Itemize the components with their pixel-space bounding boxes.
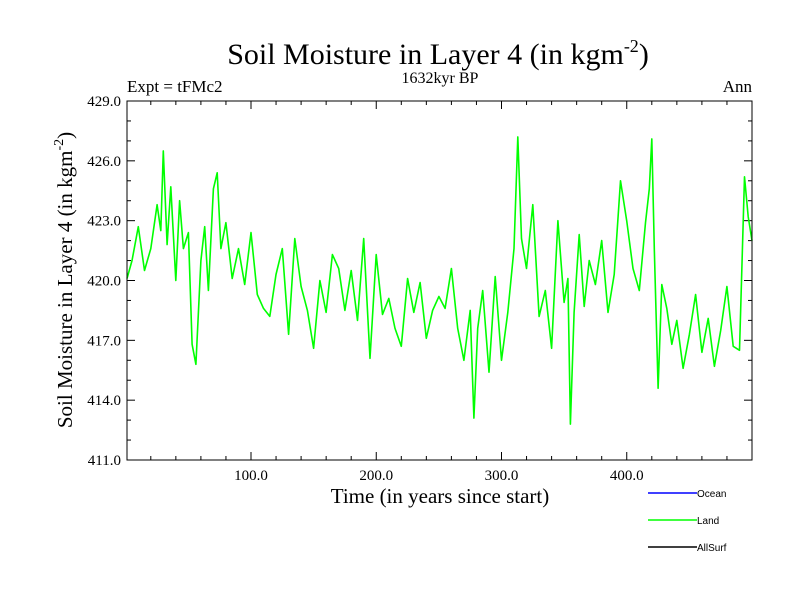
legend-label-ocean: Ocean <box>697 489 726 500</box>
y-tick-label: 423.0 <box>87 214 121 230</box>
season-label: Ann <box>723 77 753 96</box>
x-tick-label: 400.0 <box>610 468 644 484</box>
legend: Ocean Land AllSurf <box>648 489 727 554</box>
y-tick-label: 414.0 <box>87 393 121 409</box>
series-layer <box>126 136 753 425</box>
plot-frame <box>126 100 753 461</box>
x-axis-label: Time (in years since start) <box>331 484 550 508</box>
y-tick-label: 411.0 <box>88 453 121 469</box>
x-tick-label: 100.0 <box>234 468 268 484</box>
experiment-label: Expt = tFMc2 <box>127 77 223 96</box>
series-line-land <box>126 136 753 425</box>
y-axis-label: Soil Moisture in Layer 4 (in kgm-2) <box>52 132 77 428</box>
legend-label-land: Land <box>697 516 719 527</box>
y-tick-label: 426.0 <box>87 154 121 170</box>
x-tick-label: 200.0 <box>359 468 393 484</box>
axis-ticks <box>127 100 752 461</box>
y-tick-label: 420.0 <box>87 274 121 290</box>
y-tick-label: 429.0 <box>87 94 121 110</box>
chart-title: Soil Moisture in Layer 4 (in kgm-2) <box>227 36 649 71</box>
legend-label-allsurf: AllSurf <box>697 543 727 554</box>
x-tick-label: 300.0 <box>485 468 519 484</box>
y-tick-label: 417.0 <box>87 333 121 349</box>
chart-subtitle: 1632kyr BP <box>402 70 479 87</box>
tick-labels: 411.0 414.0 417.0 420.0 423.0 426.0 429.0 100.0… <box>87 94 643 484</box>
